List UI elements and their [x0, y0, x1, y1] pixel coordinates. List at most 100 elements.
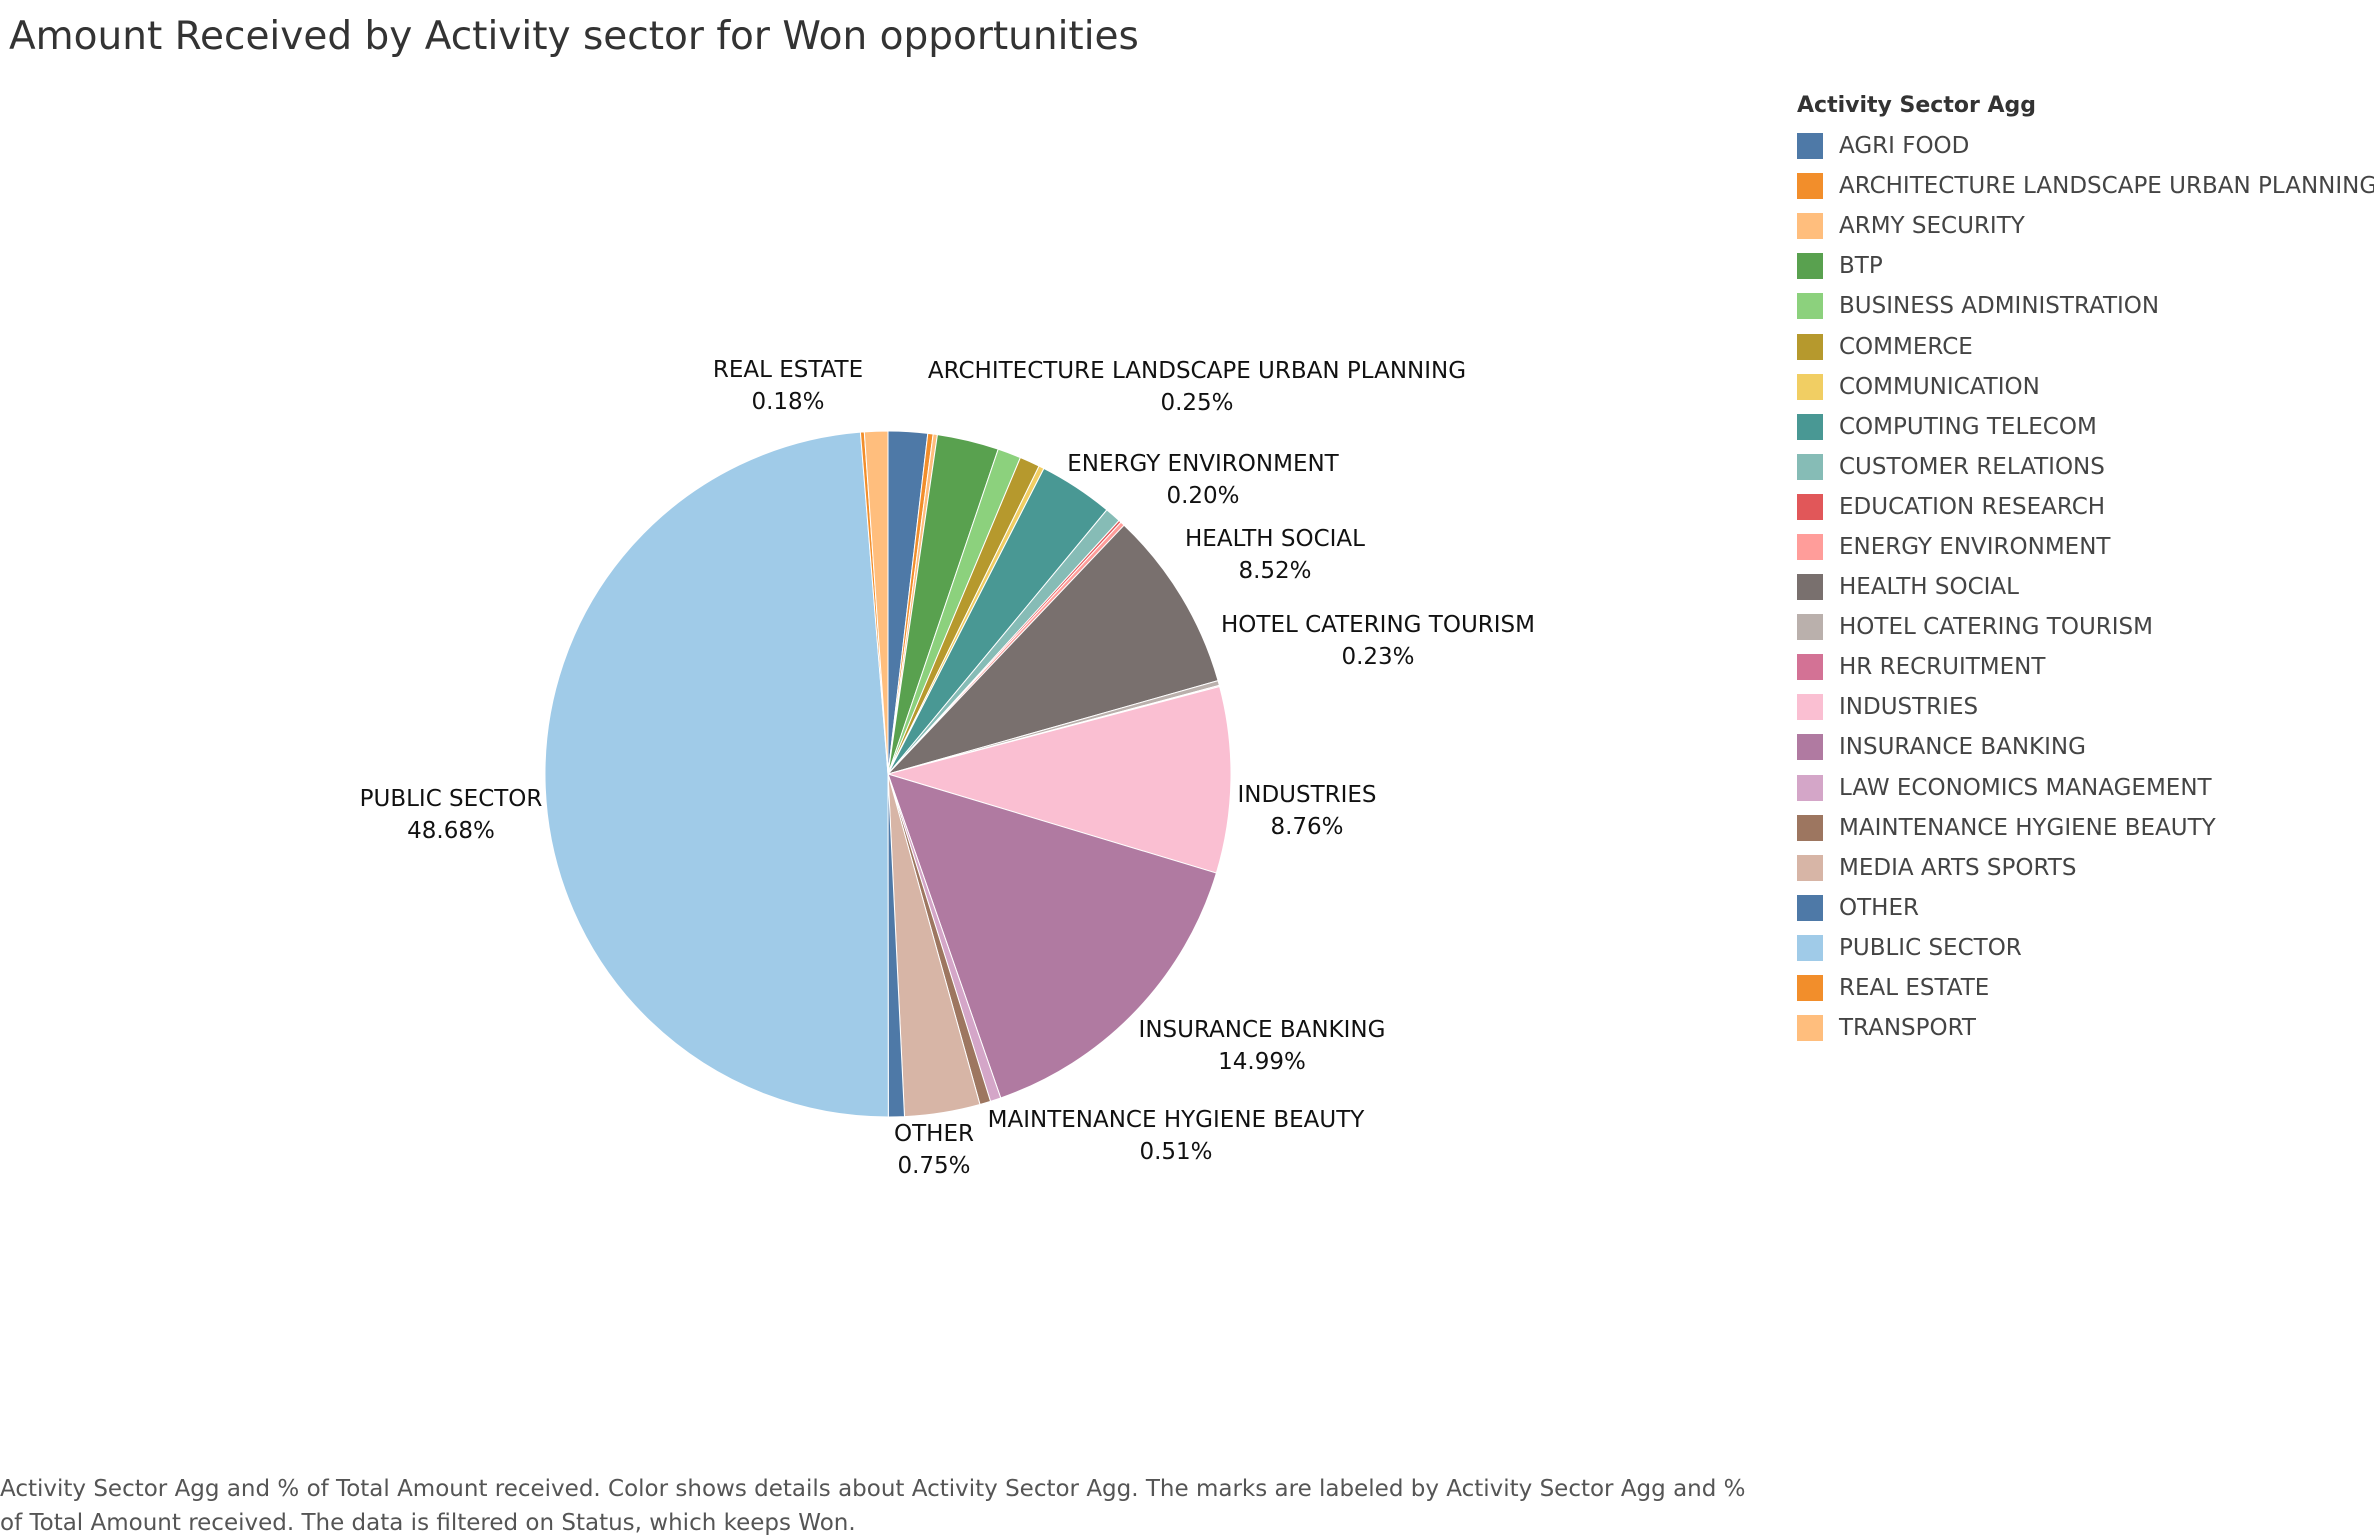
legend-item[interactable]: TRANSPORT: [1797, 1008, 2374, 1048]
legend-label: COMPUTING TELECOM: [1839, 413, 2097, 440]
slice-label-name: ENERGY ENVIRONMENT: [1067, 451, 1339, 477]
legend-label: ARCHITECTURE LANDSCAPE URBAN PLANNING: [1839, 173, 2374, 200]
legend-swatch: [1797, 894, 1823, 921]
legend-label: AGRI FOOD: [1839, 133, 1970, 160]
legend-swatch: [1797, 253, 1823, 280]
legend-swatch: [1797, 814, 1823, 841]
legend-label: COMMERCE: [1839, 333, 1973, 360]
legend-label: PUBLIC SECTOR: [1839, 934, 2022, 961]
legend-item[interactable]: EDUCATION RESEARCH: [1797, 487, 2374, 527]
slice-label-percent: 48.68%: [407, 818, 495, 844]
slice-label-name: PUBLIC SECTOR: [360, 786, 543, 812]
legend-swatch: [1797, 493, 1823, 520]
legend-item[interactable]: INDUSTRIES: [1797, 687, 2374, 727]
legend-swatch: [1797, 574, 1823, 601]
slice-labels: ARCHITECTURE LANDSCAPE URBAN PLANNING 0.2…: [360, 357, 1535, 1179]
legend-item[interactable]: BUSINESS ADMINISTRATION: [1797, 286, 2374, 326]
legend-swatch: [1797, 133, 1823, 160]
slice-label-percent: 0.75%: [897, 1153, 970, 1179]
legend-swatch: [1797, 293, 1823, 320]
pie-slice[interactable]: [887, 773, 1218, 1099]
legend-label: TRANSPORT: [1839, 1015, 1976, 1042]
slice-label-percent: 8.76%: [1270, 814, 1343, 840]
legend-item[interactable]: HOTEL CATERING TOURISM: [1797, 607, 2374, 647]
legend-swatch: [1797, 734, 1823, 761]
legend-item[interactable]: HEALTH SOCIAL: [1797, 567, 2374, 607]
legend-label: COMMUNICATION: [1839, 373, 2040, 400]
legend-label: INSURANCE BANKING: [1839, 734, 2086, 761]
slice-label-percent: 0.20%: [1166, 483, 1239, 509]
legend-item[interactable]: REAL ESTATE: [1797, 968, 2374, 1008]
pie-slice[interactable]: [886, 524, 1219, 775]
legend-label: HEALTH SOCIAL: [1839, 574, 2019, 601]
legend-label: BTP: [1839, 253, 1883, 280]
slice-label-name: OTHER: [894, 1121, 974, 1147]
slice-label-name: HEALTH SOCIAL: [1185, 526, 1365, 552]
legend-item[interactable]: COMMERCE: [1797, 326, 2374, 366]
legend-label: MEDIA ARTS SPORTS: [1839, 854, 2077, 881]
legend-swatch: [1797, 614, 1823, 641]
legend-item[interactable]: AGRI FOOD: [1797, 126, 2374, 166]
legend-item[interactable]: MAINTENANCE HYGIENE BEAUTY: [1797, 808, 2374, 848]
legend-item[interactable]: ENERGY ENVIRONMENT: [1797, 527, 2374, 567]
legend-label: MAINTENANCE HYGIENE BEAUTY: [1839, 814, 2216, 841]
legend-items: AGRI FOOD ARCHITECTURE LANDSCAPE URBAN PL…: [1797, 126, 2374, 1048]
pie-slice[interactable]: [863, 430, 889, 775]
legend-label: EDUCATION RESEARCH: [1839, 493, 2106, 520]
chart-title: Amount Received by Activity sector for W…: [9, 14, 1139, 59]
legend-item[interactable]: INSURANCE BANKING: [1797, 727, 2374, 767]
slice-label-percent: 0.23%: [1341, 644, 1414, 670]
legend-item[interactable]: CUSTOMER RELATIONS: [1797, 447, 2374, 487]
legend-swatch: [1797, 453, 1823, 480]
legend-item[interactable]: LAW ECONOMICS MANAGEMENT: [1797, 768, 2374, 808]
slice-label-name: INDUSTRIES: [1237, 782, 1376, 808]
legend-swatch: [1797, 173, 1823, 200]
slice-label-percent: 0.18%: [751, 389, 824, 415]
legend-item[interactable]: PUBLIC SECTOR: [1797, 928, 2374, 968]
legend-label: OTHER: [1839, 894, 1919, 921]
legend-label: INDUSTRIES: [1839, 694, 1979, 721]
slice-label-percent: 8.52%: [1238, 558, 1311, 584]
legend-swatch: [1797, 774, 1823, 801]
legend-label: BUSINESS ADMINISTRATION: [1839, 293, 2160, 320]
legend-swatch: [1797, 413, 1823, 440]
legend-swatch: [1797, 533, 1823, 560]
legend-label: HOTEL CATERING TOURISM: [1839, 614, 2153, 641]
slice-label-percent: 14.99%: [1218, 1049, 1306, 1075]
legend-swatch: [1797, 1015, 1823, 1042]
slice-label-percent: 0.51%: [1139, 1139, 1212, 1165]
chart-caption: Activity Sector Agg and % of Total Amoun…: [0, 1476, 1746, 1536]
pie-chart: ARCHITECTURE LANDSCAPE URBAN PLANNING 0.2…: [360, 357, 1535, 1179]
legend-swatch: [1797, 213, 1823, 240]
legend-swatch: [1797, 975, 1823, 1002]
pie-slice[interactable]: [886, 685, 1232, 874]
slice-label-name: ARCHITECTURE LANDSCAPE URBAN PLANNING: [928, 358, 1466, 384]
slice-label-percent: 0.25%: [1160, 390, 1233, 416]
legend-label: CUSTOMER RELATIONS: [1839, 453, 2105, 480]
slice-label-name: INSURANCE BANKING: [1139, 1017, 1386, 1043]
legend-swatch: [1797, 654, 1823, 681]
legend-swatch: [1797, 934, 1823, 961]
legend-item[interactable]: ARCHITECTURE LANDSCAPE URBAN PLANNING: [1797, 166, 2374, 206]
legend-label: REAL ESTATE: [1839, 975, 1990, 1002]
legend-item[interactable]: BTP: [1797, 246, 2374, 286]
legend-label: HR RECRUITMENT: [1839, 654, 2046, 681]
legend: Activity Sector Agg AGRI FOOD ARCHITECTUR…: [1797, 92, 2374, 1048]
pie-slice[interactable]: [544, 431, 889, 1118]
legend-item[interactable]: ARMY SECURITY: [1797, 206, 2374, 246]
legend-label: ARMY SECURITY: [1839, 213, 2025, 240]
legend-item[interactable]: COMMUNICATION: [1797, 367, 2374, 407]
pie-slices: [544, 430, 1232, 1118]
slice-label-name: HOTEL CATERING TOURISM: [1221, 612, 1535, 638]
legend-swatch: [1797, 694, 1823, 721]
legend-item[interactable]: MEDIA ARTS SPORTS: [1797, 848, 2374, 888]
legend-swatch: [1797, 854, 1823, 881]
legend-title: Activity Sector Agg: [1797, 93, 2036, 118]
legend-swatch: [1797, 333, 1823, 360]
slice-label-name: REAL ESTATE: [713, 357, 863, 383]
legend-item[interactable]: OTHER: [1797, 888, 2374, 928]
slice-label-name: MAINTENANCE HYGIENE BEAUTY: [988, 1107, 1366, 1133]
legend-item[interactable]: HR RECRUITMENT: [1797, 647, 2374, 687]
legend-label: LAW ECONOMICS MANAGEMENT: [1839, 774, 2212, 801]
legend-item[interactable]: COMPUTING TELECOM: [1797, 407, 2374, 447]
